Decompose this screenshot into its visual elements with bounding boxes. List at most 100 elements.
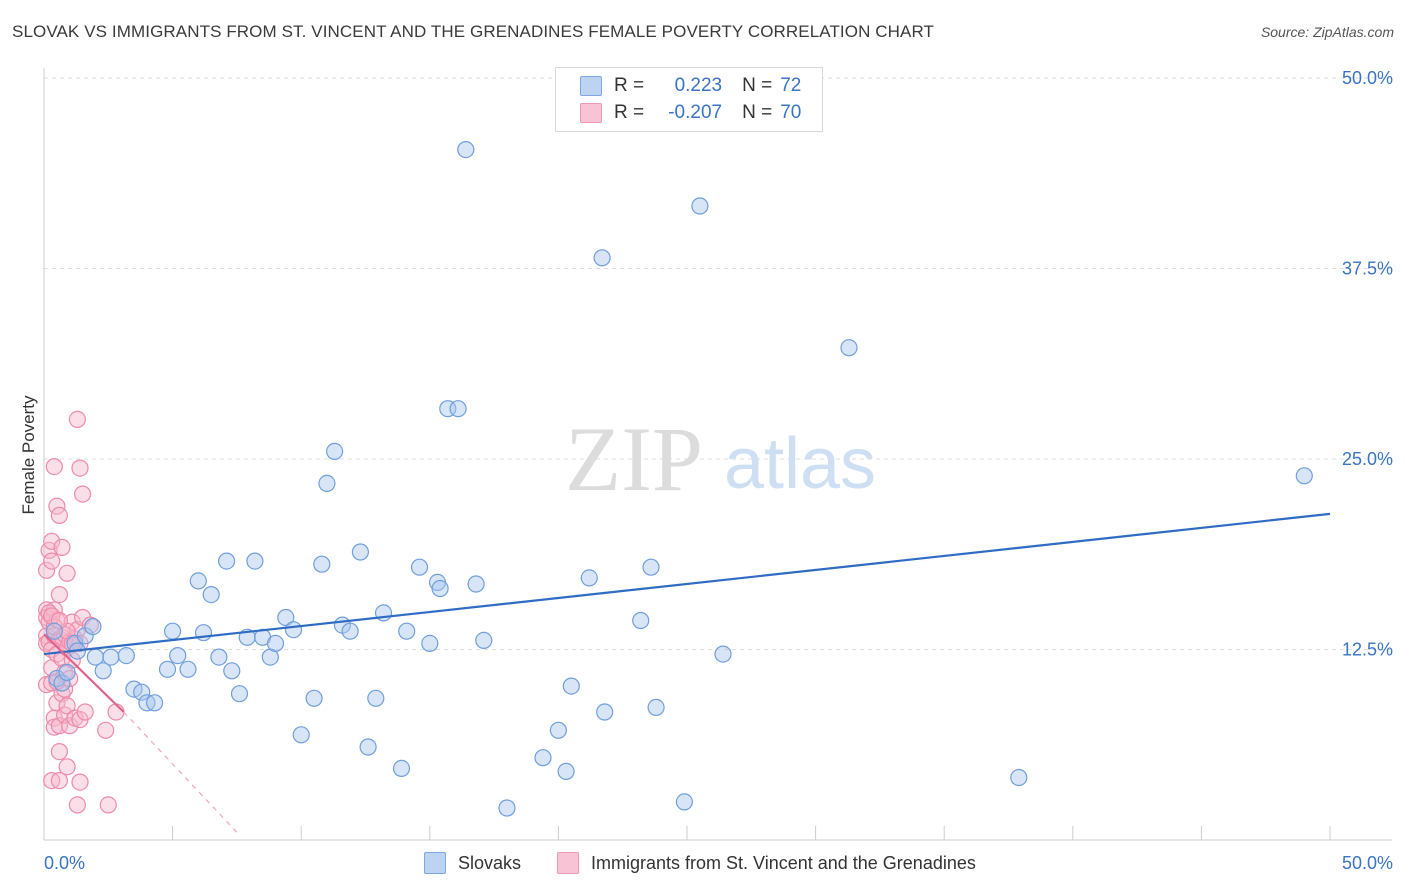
point-slovaks xyxy=(632,611,650,630)
y-tick-label: 37.5% xyxy=(1342,259,1393,279)
point-immigrants xyxy=(43,552,61,570)
point-slovaks xyxy=(318,474,336,492)
point-slovaks xyxy=(158,660,177,678)
data-points xyxy=(37,141,1313,817)
point-slovaks xyxy=(230,685,249,703)
bottom-legend-label-immigrants: Immigrants from St. Vincent and the Gren… xyxy=(591,852,976,873)
point-slovaks xyxy=(467,575,485,593)
point-immigrants xyxy=(97,721,115,739)
point-immigrants xyxy=(71,459,89,477)
legend-r-label: R = xyxy=(614,75,645,96)
point-slovaks xyxy=(179,660,197,678)
point-slovaks xyxy=(326,442,344,460)
point-slovaks xyxy=(169,646,187,665)
x-tick-label-max: 50.0% xyxy=(1342,853,1393,873)
point-slovaks xyxy=(117,646,135,665)
point-immigrants xyxy=(43,532,61,550)
watermark-atlas: atlas xyxy=(724,424,876,504)
point-slovaks xyxy=(53,674,71,692)
bottom-legend-immigrants[interactable]: Immigrants from St. Vincent and the Gren… xyxy=(557,852,976,874)
grid-lines xyxy=(44,77,1392,650)
point-immigrants xyxy=(53,538,71,557)
axes xyxy=(43,68,1392,841)
y-axis-label: Female Poverty xyxy=(19,395,38,515)
point-slovaks xyxy=(714,645,732,663)
point-immigrants xyxy=(50,585,69,604)
point-slovaks xyxy=(534,749,552,767)
point-slovaks xyxy=(475,631,493,650)
point-immigrants xyxy=(73,485,92,503)
point-immigrants xyxy=(71,773,89,791)
point-slovaks xyxy=(313,555,331,573)
trend-line-immigrants-extension xyxy=(123,711,238,833)
point-slovaks xyxy=(691,197,709,215)
point-immigrants xyxy=(58,697,76,715)
watermark: ZIP atlas xyxy=(565,408,876,510)
bottom-legend-swatch-pink xyxy=(557,852,579,874)
legend-row-slovaks: R = 0.223 N = 72 xyxy=(580,74,801,98)
legend-swatch-blue xyxy=(580,76,602,96)
bottom-legend-swatch-blue xyxy=(424,852,446,874)
point-immigrants xyxy=(37,561,56,579)
point-slovaks xyxy=(266,634,285,653)
point-immigrants xyxy=(50,506,69,525)
trend-line-immigrants xyxy=(43,633,125,713)
point-slovaks xyxy=(351,543,369,561)
point-immigrants xyxy=(45,458,63,476)
point-slovaks xyxy=(164,622,182,640)
point-immigrants xyxy=(48,694,66,712)
point-slovaks xyxy=(457,141,475,159)
point-slovaks xyxy=(840,339,858,357)
point-slovaks xyxy=(58,663,76,682)
point-immigrants xyxy=(50,771,69,790)
point-slovaks xyxy=(218,552,236,570)
y-tick-label: 12.5% xyxy=(1342,640,1393,660)
point-immigrants xyxy=(58,758,76,776)
trend-line-slovaks xyxy=(43,512,1331,656)
source-label: Source: ZipAtlas.com xyxy=(1260,24,1394,40)
legend-n-label: N = xyxy=(742,75,773,96)
legend-n-value-slovaks: 72 xyxy=(780,75,802,96)
point-slovaks xyxy=(45,622,63,640)
legend-r-value-immigrants: -0.207 xyxy=(668,102,723,123)
point-slovaks xyxy=(593,249,611,267)
bottom-legend: Slovaks Immigrants from St. Vincent and … xyxy=(0,852,1406,876)
point-slovaks xyxy=(642,558,660,576)
tick-labels: 12.5% 25.0% 37.5% 50.0% 0.0% 50.0% xyxy=(44,68,1393,873)
point-slovaks xyxy=(596,703,614,721)
point-slovaks xyxy=(675,793,694,811)
point-slovaks xyxy=(410,558,429,576)
point-slovaks xyxy=(341,622,359,640)
point-slovaks xyxy=(305,689,323,707)
point-slovaks xyxy=(133,683,151,701)
point-slovaks xyxy=(580,569,598,587)
y-tick-label: 50.0% xyxy=(1342,68,1393,88)
point-slovaks xyxy=(146,694,164,712)
x-tick-label-min: 0.0% xyxy=(44,853,85,873)
legend-box: R = 0.223 N = 72 R = -0.207 N = 70 xyxy=(555,67,823,132)
bottom-legend-label-slovaks: Slovaks xyxy=(458,852,522,873)
point-slovaks xyxy=(449,400,467,418)
bottom-legend-slovaks[interactable]: Slovaks xyxy=(424,852,521,874)
point-slovaks xyxy=(359,738,377,756)
point-immigrants xyxy=(99,796,117,814)
legend-swatch-pink xyxy=(580,103,602,123)
point-slovaks xyxy=(498,799,516,817)
chart-title: SLOVAK VS IMMIGRANTS FROM ST. VINCENT AN… xyxy=(12,22,935,41)
point-slovaks xyxy=(94,662,112,680)
point-slovaks xyxy=(102,648,120,666)
point-slovaks xyxy=(189,572,207,590)
point-slovaks xyxy=(367,689,385,707)
watermark-zip: ZIP xyxy=(565,408,703,510)
trend-lines xyxy=(43,512,1331,833)
point-slovaks xyxy=(549,721,568,739)
point-slovaks xyxy=(431,579,449,598)
point-slovaks xyxy=(277,608,295,627)
point-immigrants xyxy=(58,564,76,582)
legend-r-value-slovaks: 0.223 xyxy=(674,75,723,96)
point-immigrants xyxy=(68,410,87,428)
y-tick-label: 25.0% xyxy=(1342,449,1393,469)
point-slovaks xyxy=(647,698,665,717)
point-immigrants xyxy=(76,703,94,721)
